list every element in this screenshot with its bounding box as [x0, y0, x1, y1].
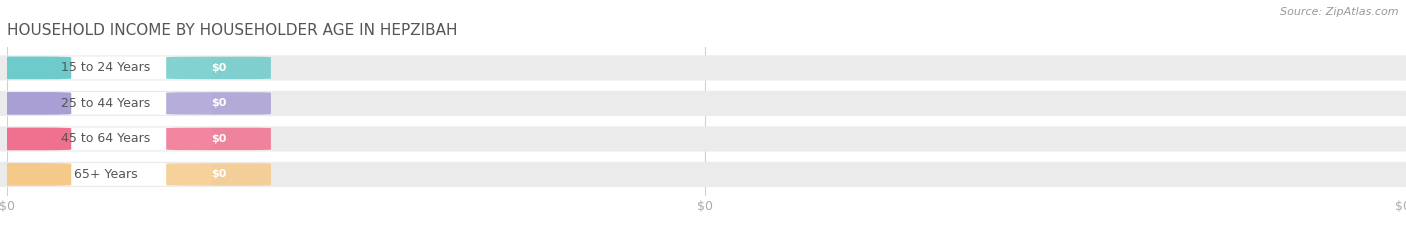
- FancyBboxPatch shape: [0, 127, 212, 150]
- FancyBboxPatch shape: [0, 162, 1406, 187]
- FancyBboxPatch shape: [0, 92, 72, 115]
- Text: 25 to 44 Years: 25 to 44 Years: [62, 97, 150, 110]
- FancyBboxPatch shape: [0, 163, 212, 186]
- FancyBboxPatch shape: [166, 57, 271, 79]
- Text: Source: ZipAtlas.com: Source: ZipAtlas.com: [1281, 7, 1399, 17]
- FancyBboxPatch shape: [0, 55, 1406, 81]
- Text: $0: $0: [211, 134, 226, 144]
- FancyBboxPatch shape: [0, 163, 72, 186]
- FancyBboxPatch shape: [166, 163, 271, 186]
- FancyBboxPatch shape: [166, 92, 271, 115]
- FancyBboxPatch shape: [0, 91, 1406, 116]
- FancyBboxPatch shape: [166, 128, 271, 150]
- FancyBboxPatch shape: [0, 92, 212, 115]
- Text: 65+ Years: 65+ Years: [75, 168, 138, 181]
- Text: $0: $0: [211, 98, 226, 108]
- Text: 45 to 64 Years: 45 to 64 Years: [62, 132, 150, 145]
- Text: HOUSEHOLD INCOME BY HOUSEHOLDER AGE IN HEPZIBAH: HOUSEHOLD INCOME BY HOUSEHOLDER AGE IN H…: [7, 24, 457, 38]
- Text: 15 to 24 Years: 15 to 24 Years: [62, 62, 150, 74]
- FancyBboxPatch shape: [0, 126, 1406, 151]
- FancyBboxPatch shape: [0, 57, 72, 79]
- Text: $0: $0: [211, 169, 226, 179]
- FancyBboxPatch shape: [0, 57, 212, 79]
- Text: $0: $0: [211, 63, 226, 73]
- FancyBboxPatch shape: [0, 127, 72, 150]
